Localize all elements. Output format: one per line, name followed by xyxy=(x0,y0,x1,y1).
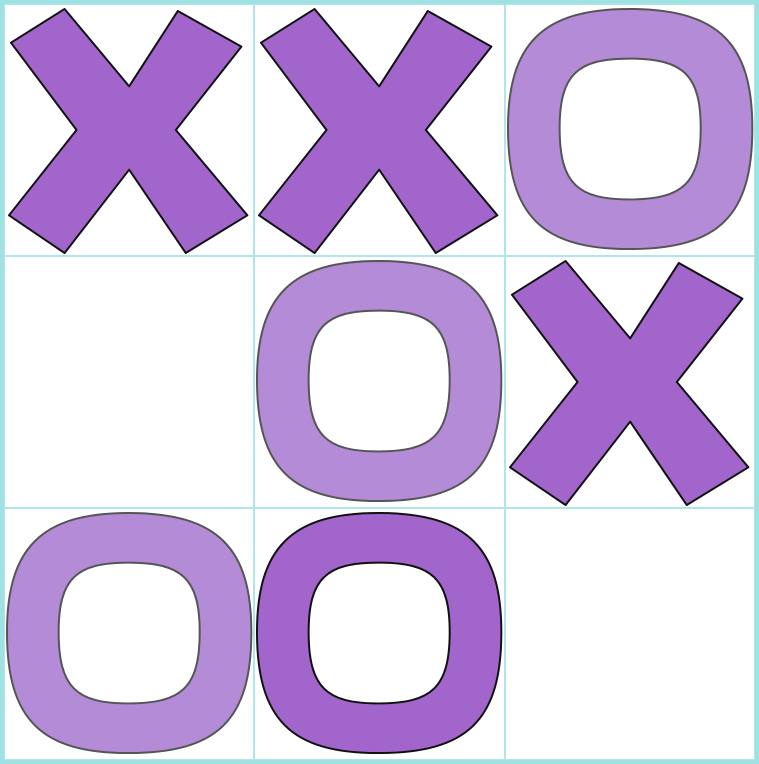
cell-7[interactable] xyxy=(4,508,255,760)
cell-9[interactable] xyxy=(504,508,755,760)
x-mark-icon xyxy=(7,7,249,255)
x-mark-icon xyxy=(258,7,499,255)
o-mark-icon xyxy=(256,259,503,503)
cell-2[interactable] xyxy=(254,4,505,256)
o-mark-icon xyxy=(256,511,503,755)
board-grid xyxy=(4,4,755,760)
cell-5[interactable] xyxy=(254,256,505,508)
x-mark-icon xyxy=(508,259,750,507)
cell-4[interactable] xyxy=(4,256,255,508)
cell-6[interactable] xyxy=(504,256,755,508)
cell-3[interactable] xyxy=(504,4,755,256)
o-mark-icon xyxy=(5,511,253,755)
cell-1[interactable] xyxy=(4,4,255,256)
cell-8[interactable] xyxy=(254,508,505,760)
o-mark-icon xyxy=(506,7,753,251)
